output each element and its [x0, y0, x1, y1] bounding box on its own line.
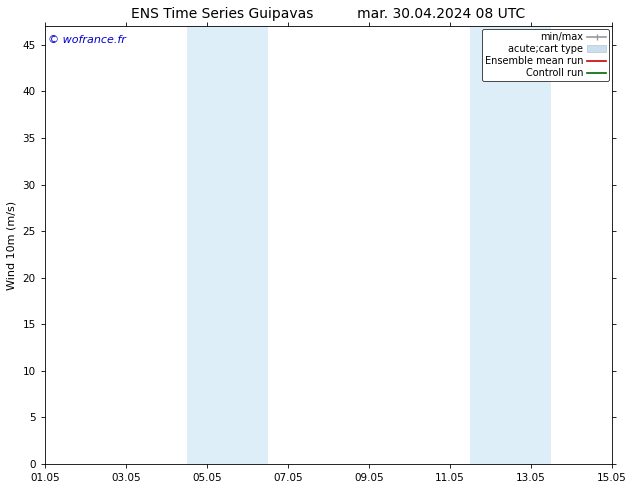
Title: ENS Time Series Guipavas          mar. 30.04.2024 08 UTC: ENS Time Series Guipavas mar. 30.04.2024… [131, 7, 526, 21]
Bar [186, 26, 227, 464]
Bar [470, 26, 511, 464]
Text: © wofrance.fr: © wofrance.fr [48, 35, 126, 45]
Y-axis label: Wind 10m (m/s): Wind 10m (m/s) [7, 200, 17, 290]
Legend: min/max, acute;cart type, Ensemble mean run, Controll run: min/max, acute;cart type, Ensemble mean … [482, 29, 609, 81]
Bar [511, 26, 552, 464]
Bar [227, 26, 268, 464]
